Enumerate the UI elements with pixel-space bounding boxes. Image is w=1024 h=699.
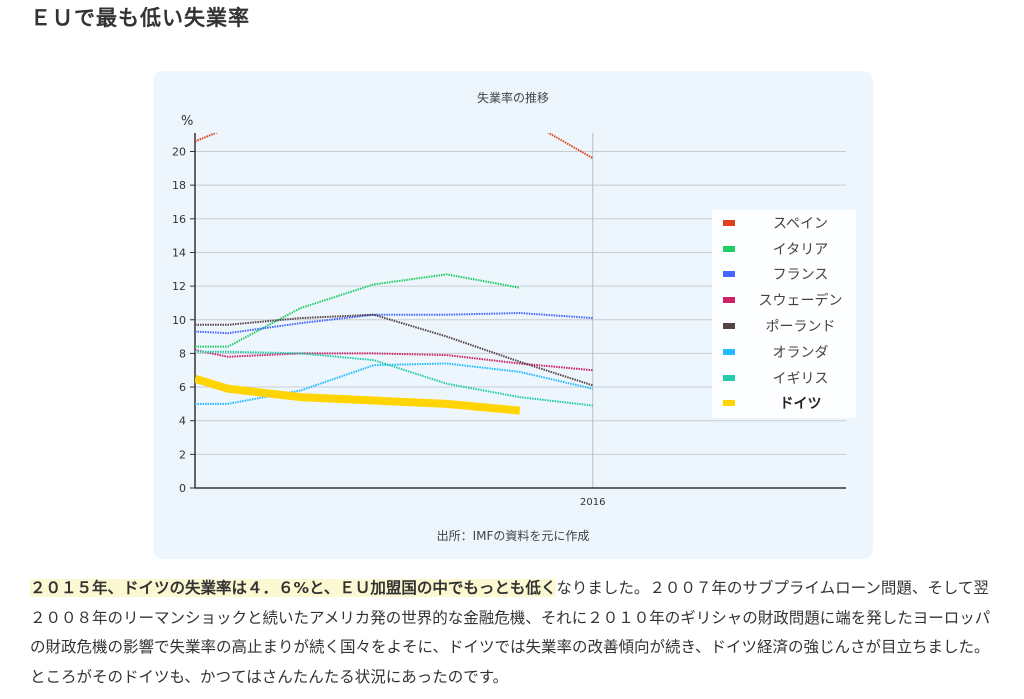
- y-tick-label: 4: [179, 415, 186, 428]
- legend-item[interactable]: イタリア: [712, 236, 856, 262]
- legend-label: オランダ: [772, 344, 829, 361]
- series-line-イギリス: [195, 350, 593, 407]
- y-tick-label: 18: [172, 179, 186, 192]
- highlighted-text: ２０１５年、ドイツの失業率は４．６%と、ＥＵ加盟国の中でもっとも低く: [30, 579, 557, 597]
- legend-swatch: [723, 400, 735, 407]
- legend-item[interactable]: ポーランド: [712, 313, 856, 339]
- legend-label: イギリス: [772, 370, 829, 387]
- y-axis-label: %: [181, 114, 193, 129]
- section-heading: ＥＵで最も低い失業率: [30, 6, 250, 30]
- legend-item[interactable]: ドイツ: [712, 391, 856, 417]
- legend-item[interactable]: フランス: [712, 262, 856, 288]
- legend-swatch: [723, 297, 735, 304]
- legend-label: ドイツ: [779, 396, 822, 413]
- legend-swatch: [723, 219, 735, 226]
- y-tick-label: 16: [172, 213, 186, 226]
- chart-title: 失業率の推移: [476, 91, 549, 105]
- y-tick-label: 2: [179, 448, 186, 461]
- y-tick-label: 14: [172, 246, 186, 259]
- body-paragraph: ２０１５年、ドイツの失業率は４．６%と、ＥＵ加盟国の中でもっとも低くなりました。…: [30, 574, 1000, 692]
- legend-item[interactable]: イギリス: [712, 365, 856, 391]
- series-line-ドイツ: [195, 374, 521, 415]
- y-tick-label: 8: [179, 347, 186, 360]
- legend-item[interactable]: スペイン: [712, 210, 856, 236]
- series-line-イタリア: [195, 273, 520, 348]
- paragraph-text: なりました。２００７年のサブプライムローン問題、そして翌２００８年のリーマンショ…: [30, 579, 991, 686]
- series-line-スペイン: [195, 133, 594, 160]
- legend-swatch: [723, 245, 735, 252]
- y-tick-label: 12: [172, 280, 186, 293]
- legend-item[interactable]: スウェーデン: [712, 287, 856, 313]
- legend-label: フランス: [772, 267, 829, 284]
- legend-item[interactable]: オランダ: [712, 339, 856, 365]
- legend-label: スペイン: [772, 215, 829, 232]
- y-tick-label: 10: [172, 314, 186, 327]
- series-line-スウェーデン: [195, 349, 593, 372]
- series-line-オランダ: [195, 362, 593, 405]
- legend-label: スウェーデン: [758, 293, 843, 310]
- legend-label: ポーランド: [765, 319, 836, 336]
- series-line-フランス: [195, 312, 593, 335]
- series-line-ポーランド: [195, 313, 594, 387]
- legend-label: イタリア: [772, 241, 829, 258]
- chart-legend: スペインイタリアフランススウェーデン ポーランドオランダイギリスドイツ: [712, 210, 856, 418]
- x-tick-label: 2016: [580, 497, 605, 508]
- y-tick-label: 20: [172, 146, 186, 159]
- legend-swatch: [723, 374, 735, 381]
- legend-swatch: [723, 323, 735, 330]
- y-tick-label: 6: [179, 381, 186, 394]
- y-tick-label: 0: [179, 482, 186, 495]
- chart-source: 出所：IMFの資料を元に作成: [436, 529, 590, 543]
- legend-swatch: [723, 348, 735, 355]
- legend-swatch: [723, 271, 735, 278]
